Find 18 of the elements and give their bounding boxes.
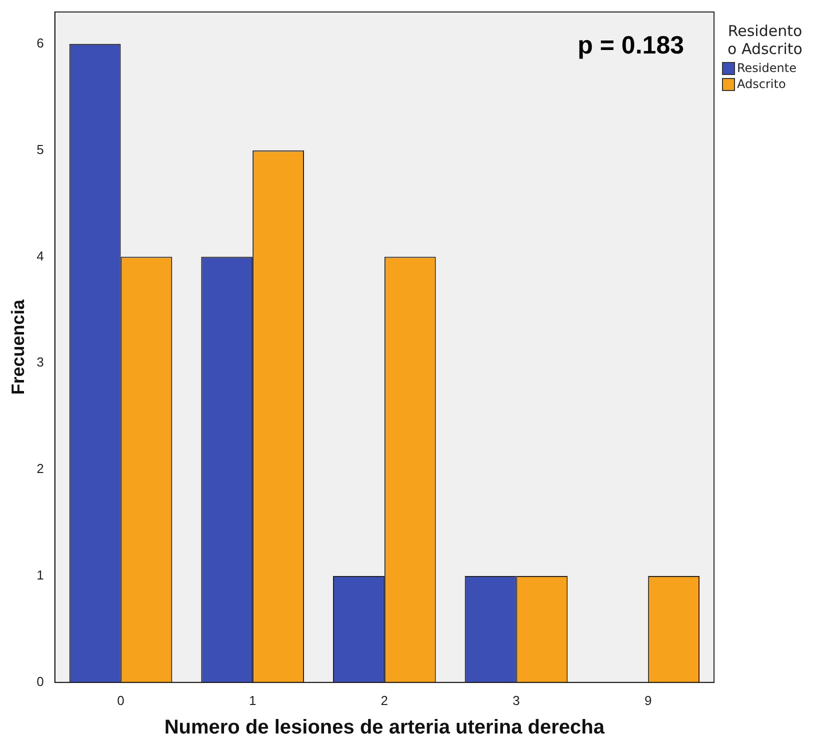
legend-label: Residente (737, 61, 796, 75)
y-tick-label: 3 (36, 354, 44, 370)
y-tick-label: 6 (36, 36, 44, 50)
x-tick-label: 3 (512, 692, 520, 708)
y-tick-label: 0 (36, 674, 44, 689)
y-axis-title: Frecuencia (8, 298, 28, 395)
y-tick-label: 1 (36, 568, 44, 583)
annotation: p = 0.183 (578, 31, 684, 60)
legend-label: Adscrito (737, 77, 786, 91)
y-tick-label: 4 (36, 248, 44, 264)
x-tick-label: 2 (380, 692, 388, 708)
y-tick-label: 2 (36, 461, 44, 476)
x-tick-label: 1 (248, 692, 256, 708)
legend-title: Residento o Adscrito (726, 22, 804, 58)
x-axis-title: Numero de lesiones de arteria uterina derecha (164, 716, 606, 739)
y-tick-label: 5 (36, 142, 44, 157)
x-tick-label: 9 (644, 692, 652, 708)
x-tick-label: 0 (117, 692, 124, 708)
